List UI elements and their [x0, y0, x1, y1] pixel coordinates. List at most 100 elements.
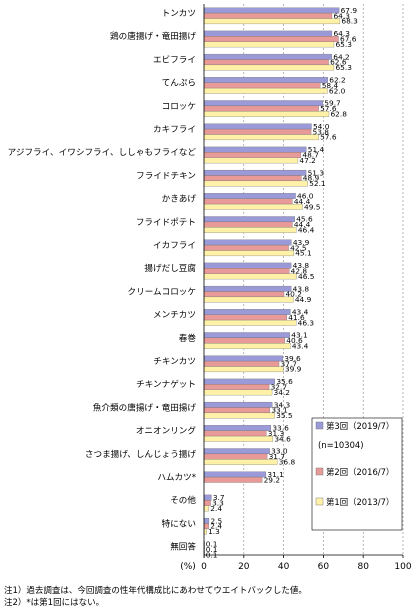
- bar-2: [203, 128, 312, 135]
- category-label: フライドチキン: [136, 170, 196, 181]
- data-label: 43.1: [291, 331, 308, 340]
- data-label: 62.2: [329, 76, 345, 85]
- bar-1: [203, 53, 332, 60]
- category-label: 春巻: [179, 332, 197, 344]
- bar-2: [203, 152, 302, 158]
- bar-2: [203, 430, 267, 437]
- bar-2: [203, 384, 270, 390]
- data-label: 52.1: [309, 179, 326, 188]
- data-label: 33.6: [272, 424, 289, 433]
- data-label: 33.0: [271, 447, 288, 456]
- legend-swatch-2: [315, 467, 324, 476]
- bar-1: [203, 401, 273, 408]
- data-label: 35.5: [276, 411, 293, 420]
- bar-2: [203, 105, 319, 112]
- data-label: 51.4: [308, 145, 325, 154]
- data-label: 3.3: [212, 499, 224, 508]
- data-label: 59.7: [324, 99, 341, 108]
- category-label: コロッケ: [162, 101, 196, 112]
- bar-2: [203, 244, 289, 251]
- bar-1: [203, 216, 295, 223]
- data-label: 45.1: [295, 249, 312, 258]
- bar-1: [203, 425, 272, 431]
- data-label: 31.3: [268, 429, 285, 438]
- data-label: 44.4: [294, 220, 311, 229]
- x-tick-label: 80: [357, 562, 369, 572]
- bar-3: [203, 412, 275, 419]
- bar-2: [203, 175, 302, 182]
- legend-n-label: (n=10304): [318, 440, 364, 450]
- data-label: 42.5: [290, 243, 307, 252]
- bar-3: [203, 435, 274, 442]
- bar-2: [203, 12, 333, 19]
- bar-2: [203, 59, 329, 66]
- bar-3: [203, 250, 294, 257]
- data-label: 43.4: [292, 342, 309, 351]
- bar-2: [203, 476, 263, 483]
- category-label: その他: [170, 494, 196, 506]
- category-label: イカフライ: [153, 240, 196, 251]
- data-label: 62.6: [330, 58, 347, 67]
- x-tick-label: 60: [318, 562, 330, 572]
- data-label: 40.2: [285, 290, 301, 299]
- data-label: 45.6: [296, 215, 313, 224]
- data-label: 62.0: [329, 86, 346, 95]
- data-label: 0.1: [206, 545, 218, 554]
- data-label: 31.7: [269, 452, 286, 461]
- bar-3: [203, 366, 284, 373]
- bar-2: [203, 314, 287, 321]
- bar-3: [203, 87, 328, 94]
- bar-2: [203, 407, 271, 414]
- legend-label-1: 第3回（2019/7）: [326, 421, 394, 431]
- bar-3: [203, 18, 341, 25]
- footnote-2: 注2）*は第1回にはない。: [4, 598, 105, 608]
- bar-1: [203, 332, 290, 339]
- data-label: 32.7: [271, 383, 288, 392]
- data-label: 42.8: [291, 267, 308, 276]
- category-label: さつま揚げ、しんじょう揚げ: [85, 448, 197, 460]
- bar-2: [203, 36, 339, 42]
- bar-2: [203, 360, 280, 367]
- data-label: 49.5: [304, 202, 321, 211]
- bar-2: [203, 268, 290, 274]
- legend-label-2: 第2回（2016/7）: [326, 467, 394, 477]
- legend-swatch-1: [315, 421, 324, 430]
- data-label: 58.4: [322, 81, 339, 90]
- bar-3: [203, 227, 297, 233]
- legend-box: [311, 417, 403, 531]
- data-label: 35.6: [276, 377, 293, 386]
- data-label: 43.9: [293, 238, 310, 247]
- data-label: 36.8: [279, 458, 296, 467]
- data-label: 3.7: [213, 493, 225, 502]
- bar-3: [203, 296, 294, 303]
- category-label: 特にない: [162, 517, 196, 529]
- data-label: 31.1: [267, 470, 284, 479]
- bar-1: [203, 123, 312, 130]
- bar-3: [203, 64, 335, 71]
- data-label: 46.0: [297, 192, 314, 201]
- category-label: フライドポテト: [136, 217, 196, 228]
- data-label: 46.3: [298, 318, 315, 327]
- data-label: 48.9: [303, 174, 320, 183]
- data-label: 44.4: [294, 197, 311, 206]
- category-label: カキフライ: [153, 124, 196, 135]
- bar-1: [203, 77, 328, 83]
- legend-label-3: 第1回（2013/7）: [326, 497, 394, 507]
- category-label: クリームコロッケ: [128, 286, 197, 297]
- bar-1: [203, 7, 340, 14]
- bar-3: [203, 389, 273, 396]
- data-label: 29.2: [264, 475, 280, 484]
- data-label: 57.6: [320, 133, 337, 142]
- data-label: 34.2: [274, 388, 290, 397]
- data-label: 51.3: [308, 168, 325, 177]
- data-label: 54.0: [313, 122, 330, 131]
- category-label: チキンナゲット: [136, 378, 196, 390]
- data-label: 33.1: [271, 406, 288, 415]
- bar-1: [203, 309, 291, 315]
- data-label: 67.9: [341, 6, 358, 15]
- bar-3: [203, 343, 291, 349]
- bar-1: [203, 100, 323, 107]
- data-label: 57.6: [320, 104, 337, 113]
- x-tick-label: 40: [278, 562, 290, 572]
